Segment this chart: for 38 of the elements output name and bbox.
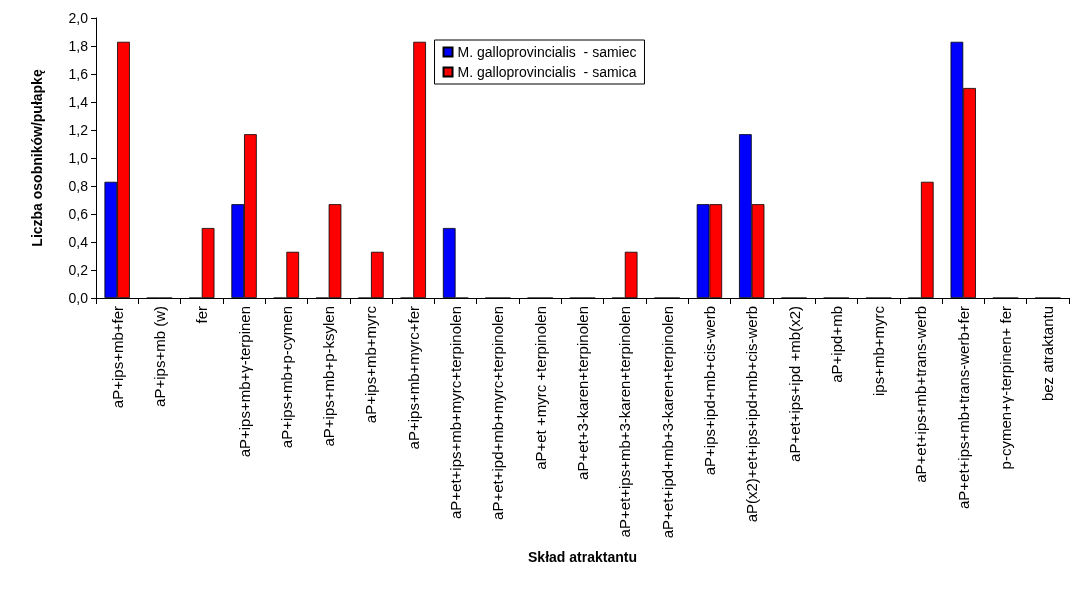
y-tick-label: 1,4 [68,94,89,110]
x-tick-label: aP(x2)+et+ips+ipd+mb+cis-werb [743,306,761,523]
x-tick-label: fer [193,306,211,324]
x-tick-label: aP+et+ips+mb+trans-werb [912,306,930,483]
x-tick-label: aP+ips+mb+p-cymen [277,306,295,449]
y-tick-label: 1,8 [68,38,89,54]
y-tick-label: 1,0 [68,150,89,166]
legend-label: M. galloprovincialis - samica [457,64,637,80]
x-tick-label: aP+ips+mb+fer [108,306,126,409]
x-tick-label: aP+ips+mb+myrc [362,305,380,424]
x-tick-label: aP+ips+mb+p-ksylen [320,306,338,447]
x-tick-label: aP+et+ips+mb+myrc+terpinolen [447,306,465,520]
x-axis-title: Skład atraktantu [528,549,637,565]
y-tick-label: 0,2 [68,262,89,278]
y-tick-label: 2,0 [68,10,89,26]
x-tick-label: aP+et+ipd+mb+3-karen+terpinolen [658,306,676,539]
x-tick-label: p-cymen+γ-terpinen+ fer [997,306,1015,470]
x-tick-label: aP+et+ips+ipd +mb(x2) [785,306,803,462]
x-tick-label: aP+ipd+mb [827,306,845,383]
y-tick-label: 0,0 [68,290,89,306]
y-tick-label: 0,4 [68,234,89,250]
x-tick-label: aP+et+ips+mb+trans-werb+fer [954,306,972,510]
y-tick-label: 0,8 [68,178,89,194]
x-tick-label: aP+ips+mb+γ-terpinen [235,306,253,458]
x-tick-label: aP+et+3-karen+terpinolen [574,306,591,480]
x-tick-label: aP+et+ipd+mb+myrc+terpinolen [489,306,507,520]
x-tick-label: aP+ips+mb (w) [150,306,168,407]
x-tick-label: aP+ips+ipd+mb+cis-werb [700,306,718,476]
x-tick-label: aP+et+ips+mb+3-karen+terpinolen [616,306,634,538]
y-tick-label: 0,6 [68,206,89,222]
x-tick-label: bez atraktantu [1039,306,1057,402]
legend-label: M. galloprovincialis - samiec [457,44,637,60]
x-tick-label: aP+et +myrc +terpinolen [531,306,549,470]
y-axis-title: Liczba osobników/pułapkę [29,69,45,247]
x-tick-label: aP+ips+mb+myrc+fer [404,306,422,450]
y-tick-label: 1,6 [68,66,89,82]
x-tick-label: ips+mb+myrc [870,305,888,397]
y-tick-label: 1,2 [68,122,89,138]
